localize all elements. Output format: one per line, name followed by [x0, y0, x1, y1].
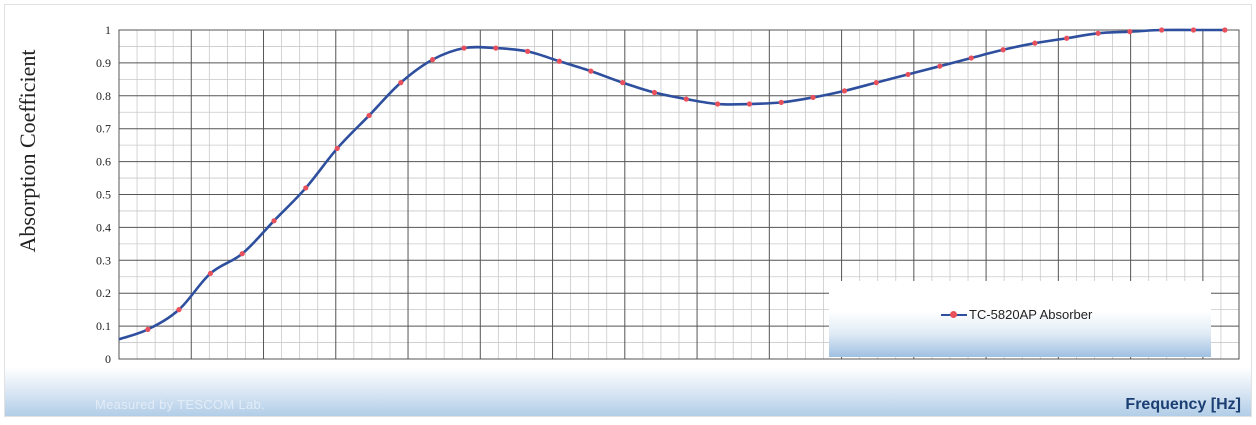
legend-label: TC-5820AP Absorber — [969, 307, 1093, 322]
legend-line-marker-icon — [941, 310, 967, 318]
data-point — [905, 71, 911, 78]
y-tick-label: 0.1 — [96, 319, 111, 333]
series-line — [118, 28, 1225, 341]
data-point — [334, 145, 340, 152]
y-tick-label: 0.9 — [96, 56, 111, 70]
y-tick-label: 0.5 — [96, 188, 111, 202]
y-tick-label: 1 — [105, 23, 111, 37]
data-point — [937, 63, 943, 69]
lab-watermark: Measured by TESCOM Lab. — [95, 397, 265, 412]
data-point — [271, 218, 277, 224]
data-point — [620, 80, 626, 86]
data-point — [715, 101, 721, 107]
y-tick-label: 0.4 — [96, 220, 111, 234]
data-point — [1190, 27, 1197, 33]
data-point — [303, 185, 309, 191]
y-tick-label: 0.6 — [96, 155, 111, 169]
data-point — [588, 68, 594, 74]
data-point — [1222, 27, 1228, 33]
data-point — [556, 58, 563, 64]
data-point — [651, 89, 658, 96]
data-point — [430, 57, 436, 63]
chart-frame: 00.10.20.30.40.50.60.70.80.91 2004006008… — [4, 4, 1252, 417]
data-point — [1095, 30, 1101, 36]
y-tick-label: 0.8 — [96, 89, 111, 103]
legend: TC-5820AP Absorber — [829, 281, 1211, 357]
data-point — [176, 307, 182, 313]
data-point — [525, 48, 531, 54]
data-point — [1159, 27, 1165, 33]
plot-border — [118, 29, 1240, 360]
x-axis-title: Frequency [Hz] — [1125, 396, 1241, 413]
y-tick-label: 0.3 — [96, 253, 111, 267]
legend-entry: TC-5820AP Absorber — [941, 307, 1092, 322]
y-axis-title: Absorption Coefficient — [15, 49, 40, 252]
data-point — [778, 99, 784, 105]
data-point — [398, 80, 404, 86]
y-tick-labels: 0 0.1 0.2 0.3 0.4 0.5 0.6 0.7 0.8 0.9 1 — [96, 23, 111, 366]
y-tick-label: 0 — [105, 352, 111, 366]
data-point — [207, 270, 214, 277]
data-point — [239, 251, 245, 257]
series-layer — [118, 27, 1228, 341]
data-point — [145, 326, 151, 332]
data-point — [873, 80, 879, 86]
y-tick-label: 0.7 — [96, 122, 111, 136]
data-point — [968, 55, 974, 61]
data-point — [1127, 29, 1133, 35]
data-point — [1032, 40, 1038, 46]
data-point — [493, 45, 499, 51]
y-tick-label: 0.2 — [96, 286, 111, 300]
data-point — [366, 112, 372, 119]
data-point — [1000, 47, 1006, 53]
data-point — [683, 96, 689, 102]
data-point — [1064, 35, 1070, 41]
data-point — [810, 94, 816, 101]
data-point — [461, 45, 467, 51]
data-point — [841, 88, 848, 94]
footer-band: Measured by TESCOM Lab. Frequency [Hz] — [5, 367, 1251, 416]
data-point — [746, 101, 753, 107]
